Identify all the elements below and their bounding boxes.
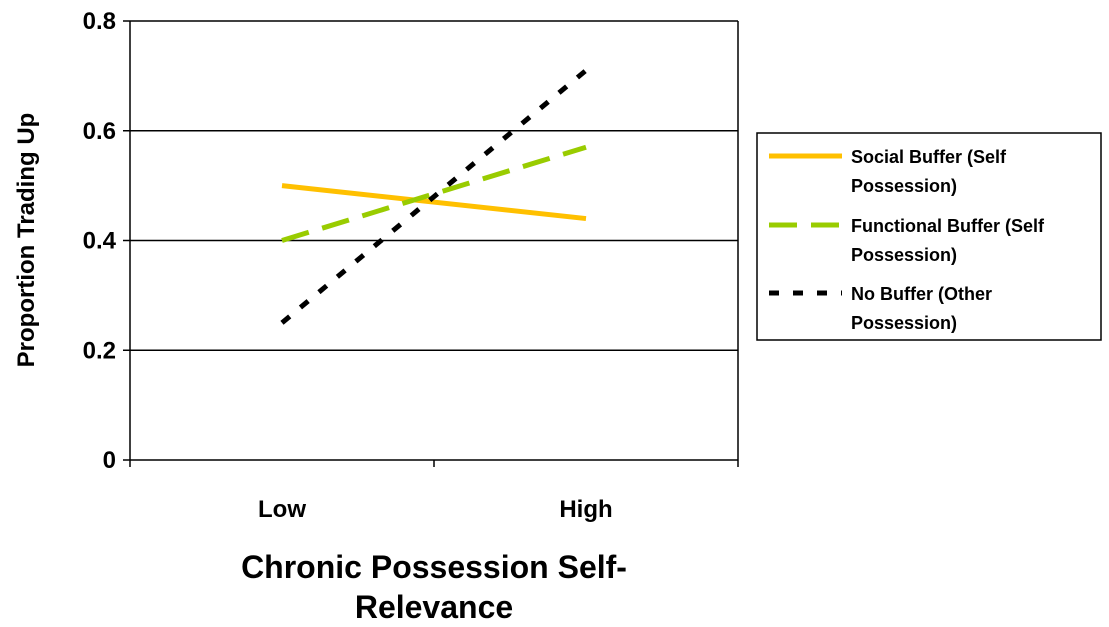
legend-box [756,132,1102,341]
y-tick-labels: 0 0.2 0.4 0.6 0.8 [83,8,117,474]
x-axis-label-line-1: Chronic Possession Self- [241,549,627,585]
y-tick-label-1: 0.2 [83,337,116,364]
gridlines [130,20,738,351]
legend-label-0-line-0: Social Buffer (Self [851,147,1007,167]
legend-label-0-line-1: Possession) [851,176,957,196]
legend: Social Buffer (Self Possession) Functional… [756,132,1102,341]
x-tick-label-1: High [559,496,612,523]
y-axis-label: Proportion Trading Up [13,113,40,368]
series-lines [280,68,588,325]
y-tick-label-2: 0.4 [83,228,117,255]
axes [123,20,739,467]
series-line-2 [280,68,588,325]
y-tick-label-3: 0.6 [83,118,116,145]
legend-label-2-line-1: Possession) [851,313,957,333]
x-tick-label-0: Low [258,496,306,523]
y-tick-label-4: 0.8 [83,8,116,35]
x-axis-label-line-2: Relevance [355,589,513,625]
x-tick-labels: Low High [258,496,613,523]
y-tick-label-0: 0 [103,447,116,474]
legend-label-2-line-0: No Buffer (Other [851,284,992,304]
series-line-1 [281,144,587,243]
series-line-0 [281,183,587,222]
legend-label-1-line-0: Functional Buffer (Self [851,216,1045,236]
legend-label-1-line-1: Possession) [851,245,957,265]
